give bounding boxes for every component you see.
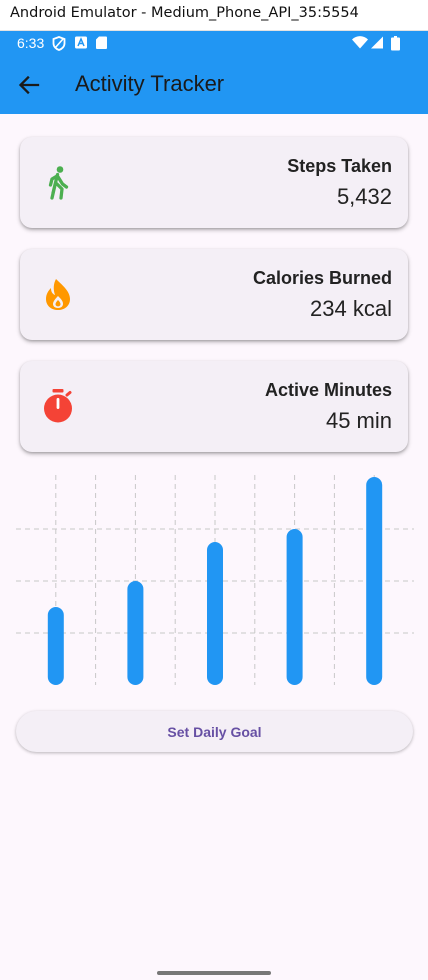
timer-icon [44, 389, 72, 423]
stat-label: Steps Taken [287, 156, 392, 176]
set-daily-goal-button[interactable]: Set Daily Goal [16, 711, 413, 752]
chart-bar [47, 607, 64, 685]
home-indicator[interactable] [157, 971, 271, 975]
sd-card-icon [96, 36, 107, 49]
fire-icon [46, 279, 70, 310]
wifi-icon [352, 36, 368, 49]
battery-icon [391, 36, 400, 51]
activity-bar-chart [16, 475, 414, 685]
stat-card-steps: Steps Taken 5,432 [20, 137, 408, 228]
stat-label: Active Minutes [264, 380, 392, 400]
stat-value: 5,432 [336, 184, 392, 209]
emulator-title-bar: Android Emulator - Medium_Phone_API_35:5… [0, 0, 428, 31]
arrow-back-icon[interactable] [16, 72, 42, 98]
walk-icon [48, 166, 69, 200]
page-title: Activity Tracker [75, 71, 225, 96]
shield-icon [52, 36, 66, 51]
chart-bar [366, 477, 383, 685]
status-bar: 6:33 [0, 31, 428, 56]
window-title: Android Emulator - Medium_Phone_API_35:5… [10, 5, 359, 21]
chart-bar [286, 529, 303, 685]
stat-label: Calories Burned [252, 268, 392, 288]
a-box-icon [75, 36, 87, 49]
stat-value: 45 min [325, 408, 392, 433]
stat-card-active-minutes: Active Minutes 45 min [20, 361, 408, 452]
app-bar: Activity Tracker [0, 56, 428, 114]
chart-bar [207, 542, 223, 685]
chart-bar [127, 581, 144, 685]
signal-icon [371, 36, 383, 49]
status-time: 6:33 [17, 35, 45, 51]
stat-card-calories: Calories Burned 234 kcal [20, 249, 408, 340]
stat-value: 234 kcal [310, 296, 392, 321]
